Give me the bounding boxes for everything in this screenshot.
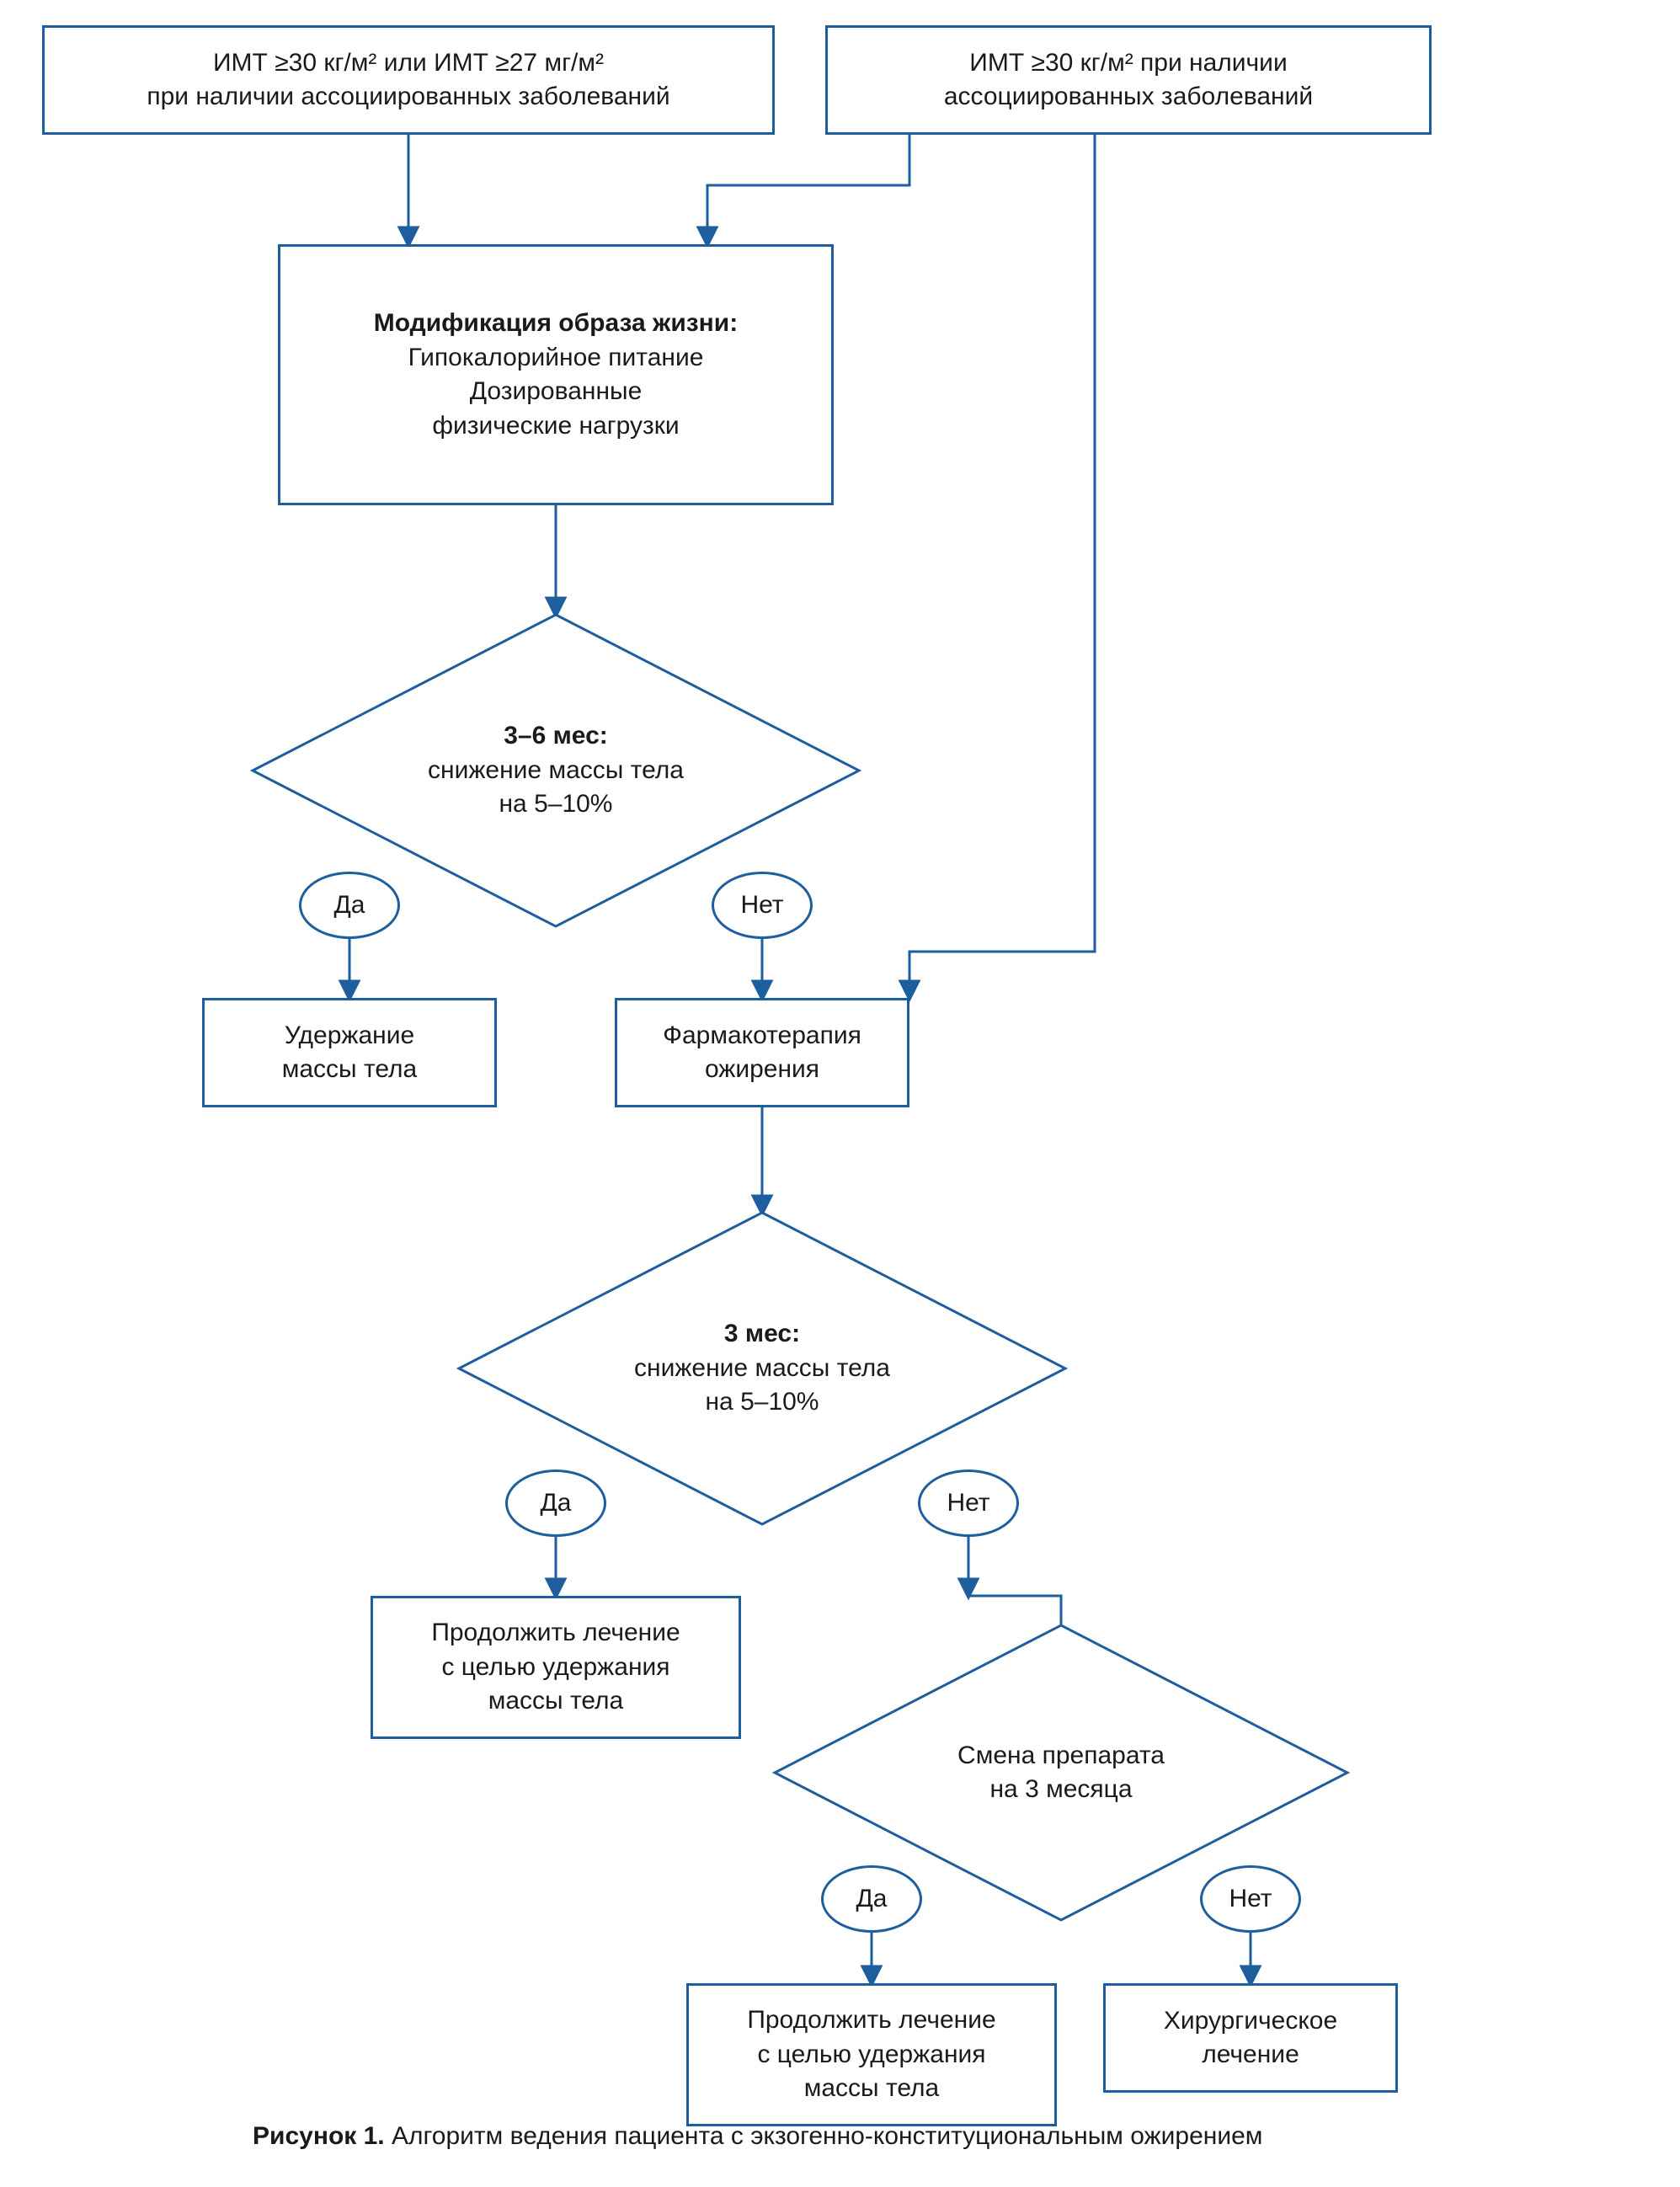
n_pharma: Фармакотерапияожирения — [615, 998, 909, 1107]
n_bmi_left-line-1: при наличии ассоциированных заболеваний — [147, 80, 669, 115]
n_bmi_right-line-1: ассоциированных заболеваний — [944, 80, 1313, 115]
edge-13 — [968, 1596, 1061, 1625]
n_hold-line-1: массы тела — [282, 1053, 418, 1087]
edge-1 — [707, 135, 909, 244]
n_continue2: Продолжить лечениес целью удержаниямассы… — [686, 1983, 1057, 2126]
e_no1: Нет — [712, 872, 813, 939]
n_bmi_right-line-0: ИМТ ≥30 кг/м² при наличии — [944, 46, 1313, 81]
n_lifestyle-line-5: физические нагрузки — [374, 409, 738, 444]
n_continue1-line-2: массы тела — [431, 1684, 680, 1719]
n_bmi_right: ИМТ ≥30 кг/м² при наличииассоциированных… — [825, 25, 1432, 135]
n_surgery-line-0: Хирургическое — [1164, 2004, 1337, 2039]
figure-caption-prefix: Рисунок 1. — [253, 2122, 392, 2150]
e_no1-line-0: Нет — [740, 888, 783, 923]
flowchart-canvas: ИМТ ≥30 кг/м² или ИМТ ≥27 мг/м²при налич… — [0, 0, 1680, 2187]
d_36m-line-1: снижение массы тела — [428, 754, 684, 788]
d_36m-line-2: на 5–10% — [428, 787, 684, 822]
d_3m-line-1: снижение массы тела — [634, 1352, 890, 1386]
edge-2 — [909, 135, 1095, 998]
d_3m-line-0: 3 мес: — [634, 1317, 890, 1352]
n_hold-line-0: Удержание — [282, 1019, 418, 1053]
e_yes1-line-0: Да — [333, 888, 365, 923]
n_lifestyle-line-4: Дозированные — [374, 375, 738, 409]
n_hold: Удержаниемассы тела — [202, 998, 497, 1107]
n_lifestyle-line-2: Гипокалорийное питание — [374, 341, 738, 376]
n_continue2-line-1: с целью удержания — [747, 2038, 995, 2072]
n_surgery: Хирургическоелечение — [1103, 1983, 1398, 2093]
n_lifestyle-line-0: Модификация образа жизни: — [374, 307, 738, 341]
n_bmi_left-line-0: ИМТ ≥30 кг/м² или ИМТ ≥27 мг/м² — [147, 46, 669, 81]
n_bmi_left: ИМТ ≥30 кг/м² или ИМТ ≥27 мг/м²при налич… — [42, 25, 775, 135]
d_36m-line-0: 3–6 мес: — [428, 719, 684, 754]
figure-caption-text: Алгоритм ведения пациента с экзогенно-ко… — [392, 2122, 1262, 2150]
n_lifestyle: Модификация образа жизни: Гипокалорийное… — [278, 244, 834, 505]
e_yes3-line-0: Да — [856, 1882, 887, 1917]
n_surgery-line-1: лечение — [1164, 2038, 1337, 2072]
n_continue1-line-0: Продолжить лечение — [431, 1616, 680, 1651]
e_no3-line-0: Нет — [1229, 1882, 1272, 1917]
e_yes3: Да — [821, 1865, 922, 1933]
e_no3: Нет — [1200, 1865, 1301, 1933]
d_change-line-1: на 3 месяца — [957, 1773, 1165, 1807]
n_pharma-line-1: ожирения — [663, 1053, 861, 1087]
e_yes2: Да — [505, 1470, 606, 1537]
n_continue1: Продолжить лечениес целью удержаниямассы… — [371, 1596, 741, 1739]
e_no2: Нет — [918, 1470, 1019, 1537]
d_change-line-0: Смена препарата — [957, 1739, 1165, 1774]
n_pharma-line-0: Фармакотерапия — [663, 1019, 861, 1053]
n_continue1-line-1: с целью удержания — [431, 1651, 680, 1685]
figure-caption: Рисунок 1. Алгоритм ведения пациента с э… — [253, 2122, 1262, 2151]
e_yes1: Да — [299, 872, 400, 939]
n_continue2-line-0: Продолжить лечение — [747, 2003, 995, 2038]
d_3m-line-2: на 5–10% — [634, 1385, 890, 1420]
e_yes2-line-0: Да — [540, 1486, 571, 1521]
n_continue2-line-2: массы тела — [747, 2072, 995, 2106]
e_no2-line-0: Нет — [947, 1486, 989, 1521]
